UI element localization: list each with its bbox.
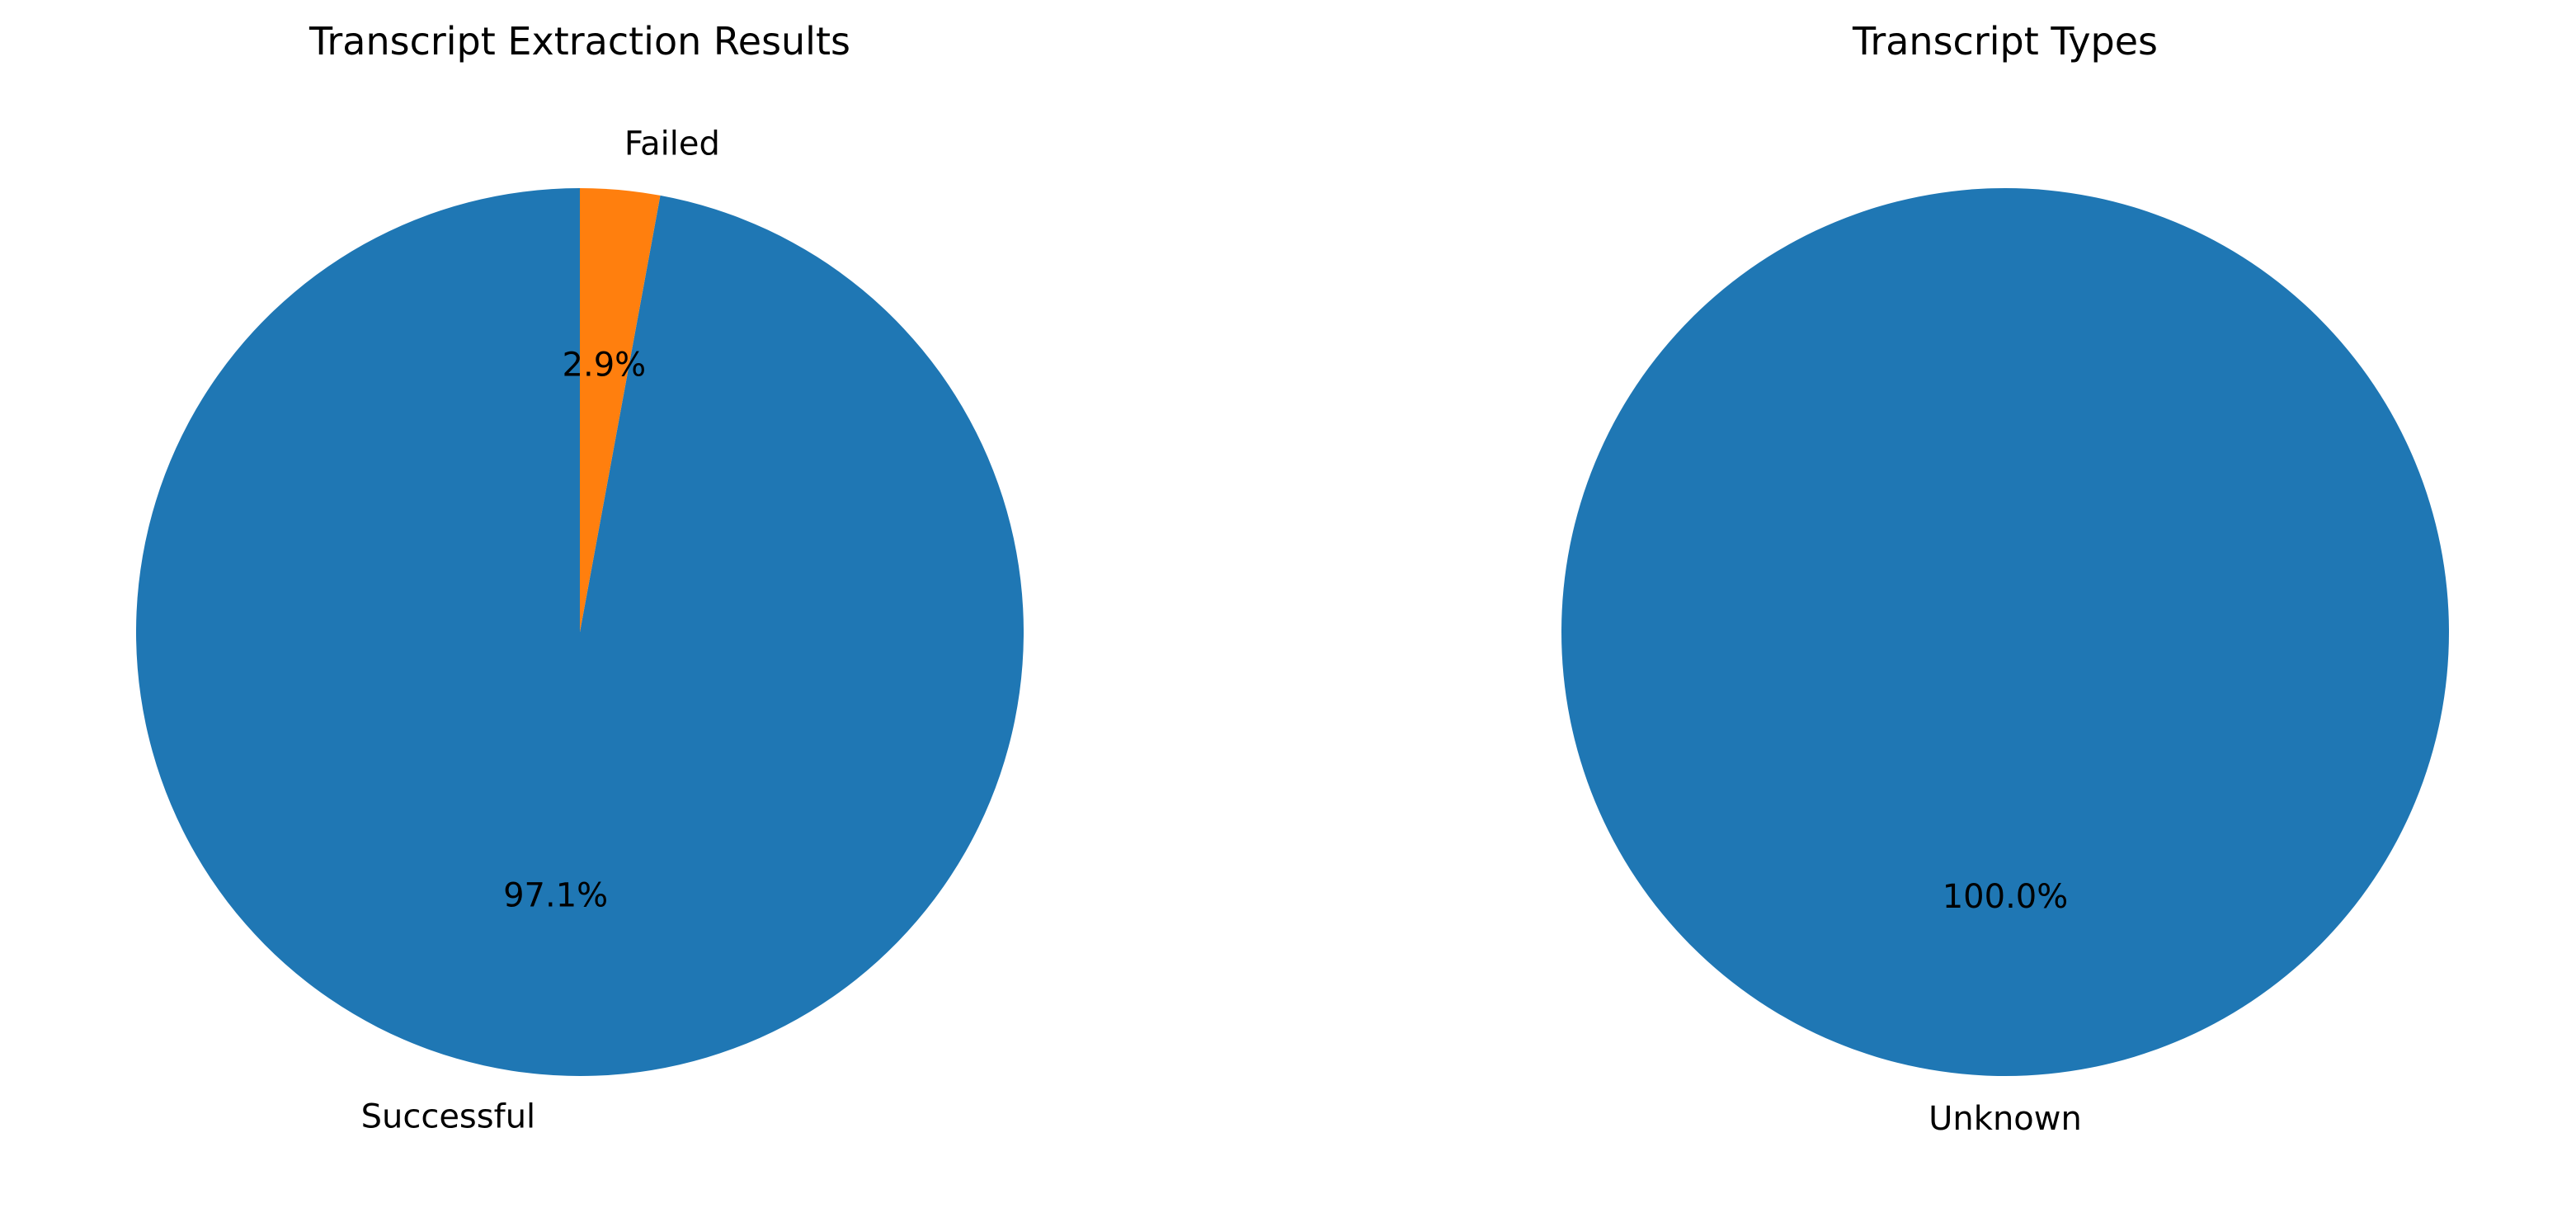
percent-label-failed: 2.9%: [563, 347, 647, 385]
slice-label-successful: Successful: [361, 1097, 536, 1135]
pie-slices: [1561, 188, 2449, 1076]
pie-chart-transcript-types: Transcript Types Unknown 100.0%: [1561, 19, 2449, 1138]
slice-label-failed: Failed: [624, 125, 720, 163]
percent-label-unknown: 100.0%: [1943, 878, 2069, 916]
pie-labels: Successful 97.1% Failed 2.9%: [361, 125, 720, 1136]
percent-label-successful: 97.1%: [503, 876, 608, 914]
pie-chart-extraction-results: Transcript Extraction Results Successful…: [135, 19, 1024, 1136]
slice-label-unknown: Unknown: [1928, 1100, 2082, 1138]
chart-title-extraction-results: Transcript Extraction Results: [308, 19, 850, 64]
pie-slice-unknown: [1561, 188, 2449, 1076]
chart-title-transcript-types: Transcript Types: [1852, 19, 2158, 64]
pie-slices: [135, 188, 1024, 1076]
pie-slice-failed: [580, 188, 661, 632]
pie-labels: Unknown 100.0%: [1928, 878, 2082, 1138]
